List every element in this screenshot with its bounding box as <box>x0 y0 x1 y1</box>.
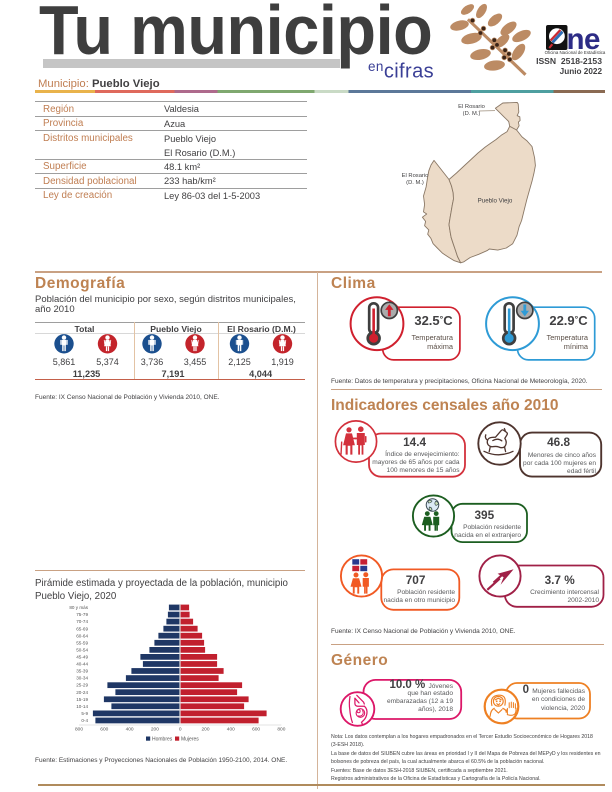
svg-text:ne: ne <box>567 23 601 55</box>
svg-text:400: 400 <box>227 727 235 733</box>
svg-text:20-24: 20-24 <box>76 690 88 695</box>
svg-text:0: 0 <box>179 727 182 733</box>
svg-text:600: 600 <box>100 727 108 733</box>
svg-text:75-79: 75-79 <box>76 612 88 617</box>
svg-text:55-59: 55-59 <box>76 640 88 645</box>
svg-text:200: 200 <box>201 727 209 733</box>
svg-text:200: 200 <box>151 727 159 733</box>
svg-text:(D. M.): (D. M.) <box>463 111 481 117</box>
svg-text:10-14: 10-14 <box>76 704 88 709</box>
svg-text:5-9: 5-9 <box>81 711 88 716</box>
svg-text:80 y más: 80 y más <box>69 605 88 610</box>
svg-text:30-34: 30-34 <box>76 676 88 681</box>
svg-text:45-49: 45-49 <box>76 655 88 660</box>
svg-text:Mujeres: Mujeres <box>181 736 199 742</box>
svg-text:(D. M.): (D. M.) <box>406 180 424 186</box>
svg-text:400: 400 <box>126 727 134 733</box>
svg-text:800: 800 <box>277 727 285 733</box>
svg-text:25-29: 25-29 <box>76 683 88 688</box>
svg-text:0-4: 0-4 <box>81 718 88 723</box>
svg-text:35-39: 35-39 <box>76 669 88 674</box>
svg-text:70-74: 70-74 <box>76 619 88 624</box>
svg-text:65-69: 65-69 <box>76 626 88 631</box>
svg-text:El Rosario: El Rosario <box>402 173 429 179</box>
svg-text:Pueblo Viejo: Pueblo Viejo <box>478 197 513 204</box>
svg-text:800: 800 <box>75 727 83 733</box>
svg-text:Hombres: Hombres <box>152 736 173 742</box>
svg-text:El Rosario: El Rosario <box>458 104 485 110</box>
svg-text:60-64: 60-64 <box>76 633 88 638</box>
svg-text:50-54: 50-54 <box>76 647 88 652</box>
svg-text:40-44: 40-44 <box>76 662 88 667</box>
svg-text:600: 600 <box>252 727 260 733</box>
svg-text:15-19: 15-19 <box>76 697 88 702</box>
